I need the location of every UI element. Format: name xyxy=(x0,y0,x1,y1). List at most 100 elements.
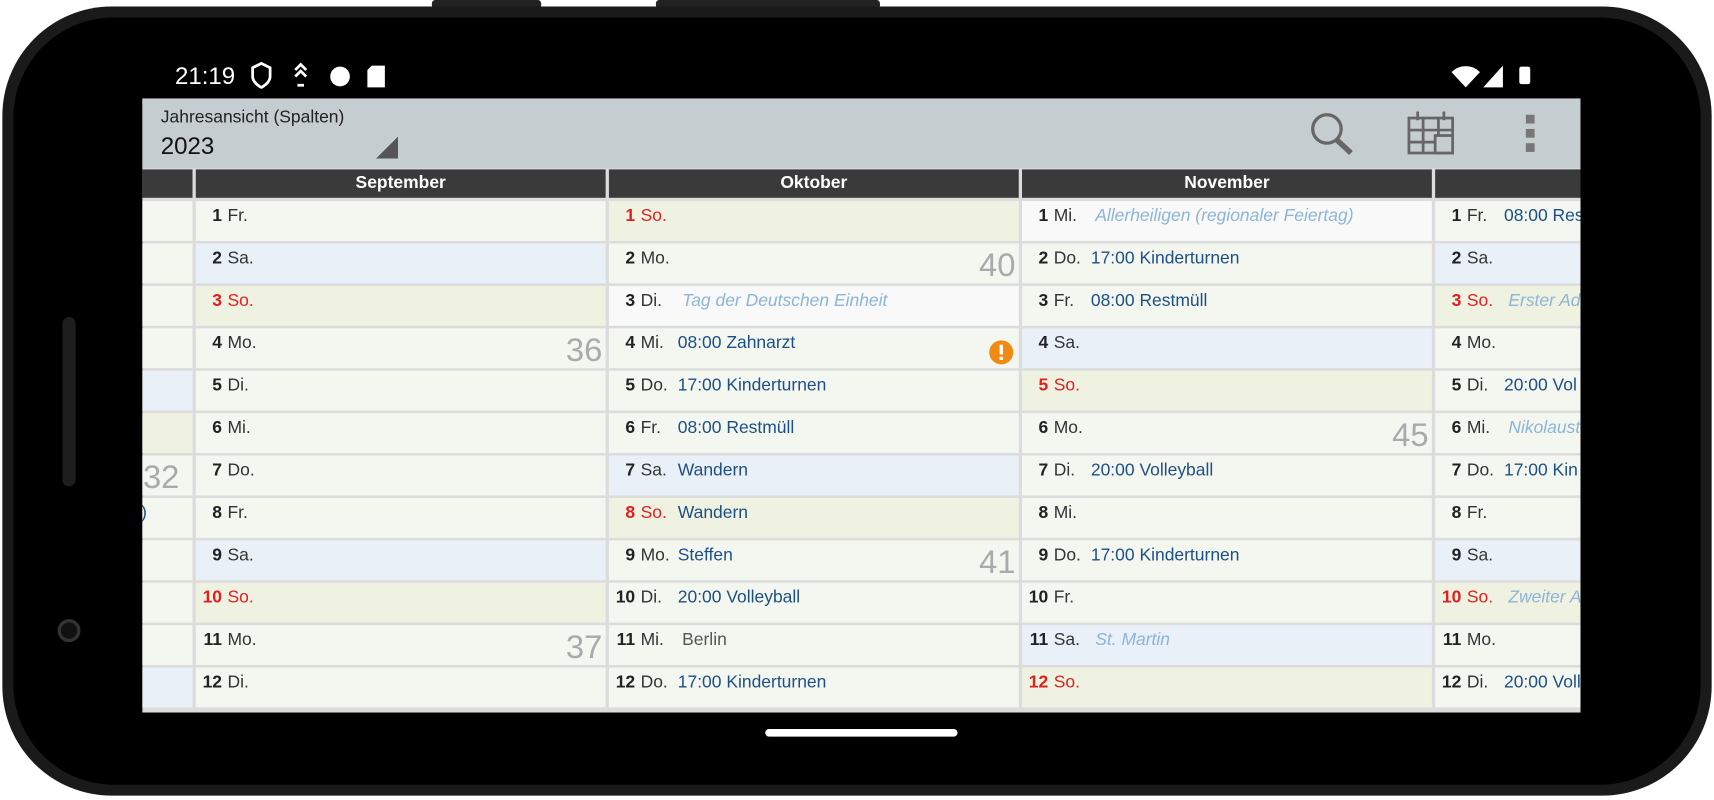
day-number: 3 xyxy=(625,290,635,310)
day-row xyxy=(1022,582,1432,623)
day-row xyxy=(1435,243,1581,284)
event: 17:00 Kinderturnen xyxy=(678,375,827,395)
toolbar xyxy=(142,98,1581,169)
day-number: 8 xyxy=(1039,502,1049,522)
year-selector[interactable]: 2023 xyxy=(161,133,214,160)
weekday: So. xyxy=(1054,375,1080,395)
day-row xyxy=(142,201,193,241)
day-row xyxy=(142,625,193,666)
day-row xyxy=(1022,243,1432,284)
day-row xyxy=(1435,625,1581,666)
day-row xyxy=(195,328,606,369)
day-number: 7 xyxy=(1039,459,1049,479)
day-row xyxy=(142,370,193,411)
day-row xyxy=(1022,413,1432,454)
day-number: 12 xyxy=(616,671,636,691)
day-row xyxy=(1022,285,1432,326)
weekday: Fr. xyxy=(1054,587,1074,607)
day-number: 7 xyxy=(212,459,222,479)
event: 17:00 Kinderturnen xyxy=(1091,247,1240,267)
weekday: Fr. xyxy=(1467,205,1487,225)
camera xyxy=(57,619,81,643)
event: 20:00 Volleyball xyxy=(1091,459,1213,479)
weekday: Mi. xyxy=(641,629,664,649)
day-number: 9 xyxy=(1039,544,1049,564)
search-button[interactable] xyxy=(1311,113,1353,156)
day-number: 2 xyxy=(1039,247,1049,267)
day-row xyxy=(1435,540,1581,581)
event: 17:00 Kinderturnen xyxy=(678,671,827,691)
day-row xyxy=(195,540,606,581)
day-number: 5 xyxy=(625,375,635,395)
day-row xyxy=(1435,582,1581,623)
day-row xyxy=(1022,667,1432,708)
day-row xyxy=(1022,201,1432,241)
day-number: 2 xyxy=(625,247,635,267)
day-row xyxy=(195,370,606,411)
event: Wandern xyxy=(678,459,748,479)
event: Wandern xyxy=(678,502,748,522)
weekday: Do. xyxy=(641,375,668,395)
day-number: 7 xyxy=(625,459,635,479)
day-row xyxy=(142,243,193,284)
day-number: 5 xyxy=(1452,375,1462,395)
weekday: Di. xyxy=(227,671,248,691)
weekday: So. xyxy=(1467,290,1493,310)
event: 08:00 Zahnarzt xyxy=(678,332,796,352)
weekday: Fr. xyxy=(1054,290,1074,310)
day-number: 3 xyxy=(1039,290,1049,310)
day-number: 1 xyxy=(1039,205,1049,225)
event: 17:00 Kinderturnen xyxy=(1091,544,1240,564)
menu-button[interactable] xyxy=(1525,114,1535,152)
day-row xyxy=(1022,625,1432,666)
app-screen: Jahresansicht (Spalten) 2023 32)Septembe… xyxy=(141,98,1581,713)
weekday: Di. xyxy=(641,587,662,607)
event: 08:00 Restmüll xyxy=(678,417,795,437)
weekday: Fr. xyxy=(1467,502,1487,522)
day-row xyxy=(608,413,1019,454)
day-number: 10 xyxy=(616,587,635,607)
day-row xyxy=(142,455,193,496)
wifi-icon xyxy=(1451,66,1480,88)
day-number: 1 xyxy=(1452,205,1462,225)
day-number: 10 xyxy=(1442,587,1461,607)
day-row xyxy=(608,243,1019,284)
weekday: Mo. xyxy=(1467,629,1496,649)
weekday: Mi. xyxy=(1467,417,1490,437)
day-number: 12 xyxy=(1442,671,1462,691)
weekday: Do. xyxy=(1054,544,1081,564)
weekday: So. xyxy=(227,587,253,607)
day-row xyxy=(195,201,606,241)
day-number: 10 xyxy=(1029,587,1048,607)
day-number: 8 xyxy=(212,502,222,522)
day-row xyxy=(1435,201,1581,241)
weekday: Mi. xyxy=(227,417,250,437)
day-row xyxy=(608,370,1019,411)
weekday: Do. xyxy=(1054,247,1081,267)
day-number: 6 xyxy=(212,417,222,437)
day-row xyxy=(608,328,1019,369)
day-number: 9 xyxy=(1452,544,1462,564)
weekday: Sa. xyxy=(1467,247,1493,267)
day-number: 6 xyxy=(1452,417,1462,437)
event: St. Martin xyxy=(1095,629,1170,649)
weekday: Di. xyxy=(641,290,662,310)
status-icon xyxy=(367,65,385,88)
day-row xyxy=(1022,328,1432,369)
weekday: Fr. xyxy=(227,205,247,225)
weekday: Mo. xyxy=(1054,417,1083,437)
calendar-button[interactable] xyxy=(1407,111,1454,155)
day-row xyxy=(608,625,1019,666)
day-row xyxy=(1435,285,1581,326)
week-number: 36 xyxy=(566,331,602,368)
week-number: 32 xyxy=(143,458,179,495)
weekday: Di. xyxy=(227,375,248,395)
week-number: 41 xyxy=(979,543,1015,580)
day-row xyxy=(608,285,1019,326)
day-number: 11 xyxy=(204,629,223,649)
event: Allerheiligen (regionaler Feiertag) xyxy=(1094,205,1353,225)
event: Nikolaust xyxy=(1508,417,1581,437)
event: ) xyxy=(141,502,147,522)
day-row xyxy=(608,455,1019,496)
event: Steffen xyxy=(678,544,733,564)
